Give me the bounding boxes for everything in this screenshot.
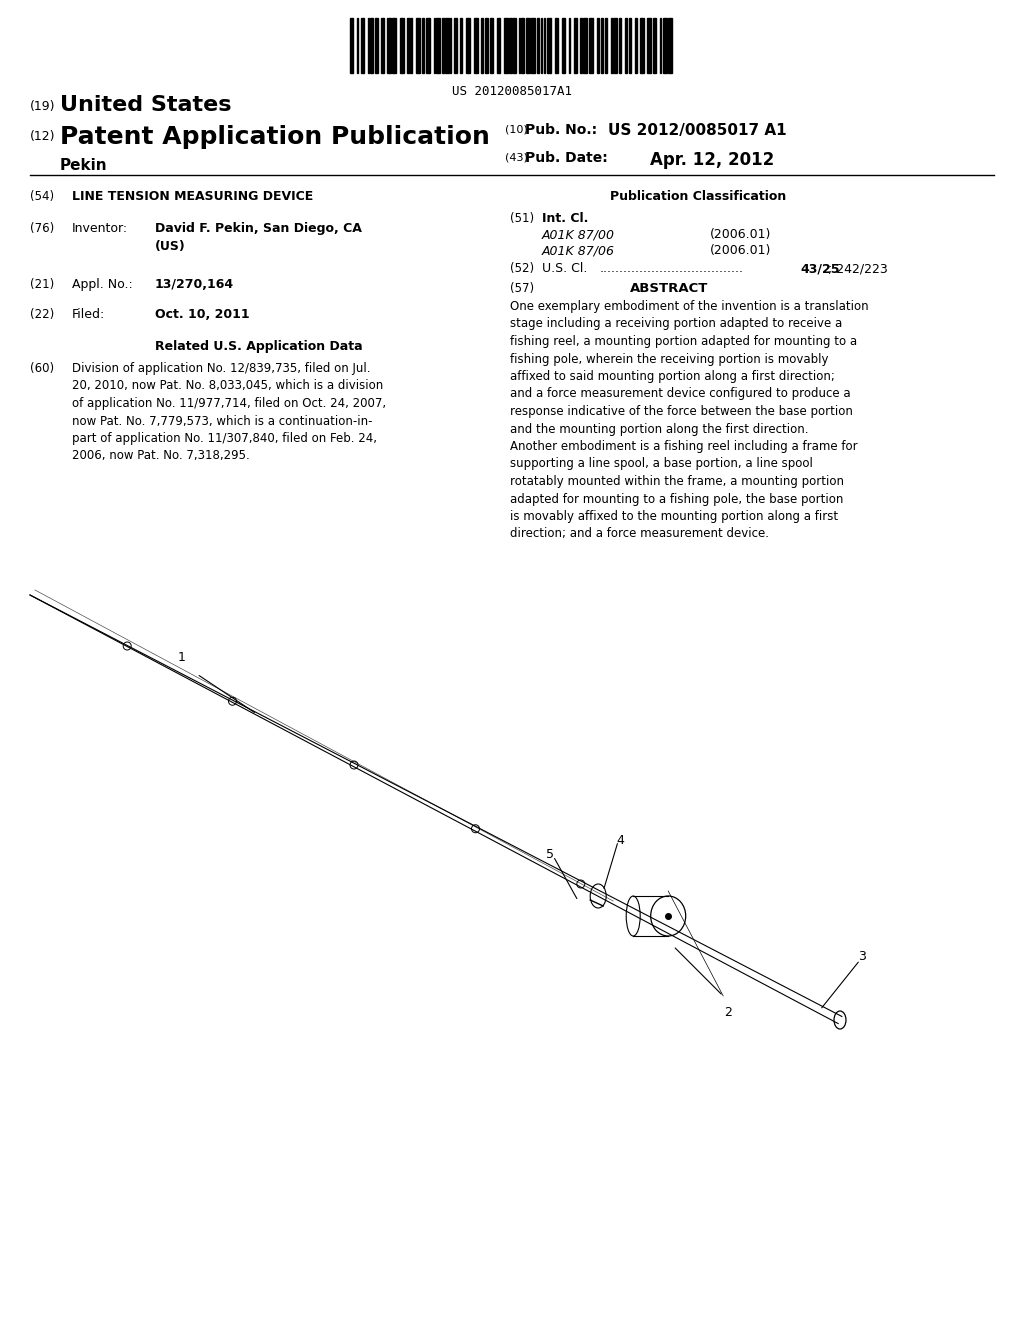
Bar (454, 18, 457, 73)
Bar (400, 18, 404, 73)
Text: United States: United States (60, 95, 231, 115)
Bar (466, 18, 470, 73)
Text: ; 242/223: ; 242/223 (828, 261, 888, 275)
Text: Pekin: Pekin (60, 158, 108, 173)
Text: Inventor:: Inventor: (72, 222, 128, 235)
Text: (10): (10) (505, 125, 527, 135)
Bar (392, 18, 396, 73)
Text: A01K 87/06: A01K 87/06 (542, 244, 615, 257)
Bar (589, 18, 593, 73)
Bar (668, 18, 672, 73)
Bar (442, 18, 444, 73)
Text: (57): (57) (510, 282, 535, 294)
Text: U.S. Cl.: U.S. Cl. (542, 261, 588, 275)
Bar (537, 18, 539, 73)
Text: Patent Application Publication: Patent Application Publication (60, 125, 489, 149)
Bar (387, 18, 391, 73)
Bar (562, 18, 565, 73)
Bar (485, 18, 488, 73)
Bar (375, 18, 378, 73)
Text: US 2012/0085017 A1: US 2012/0085017 A1 (608, 123, 786, 139)
Text: 2: 2 (724, 1006, 732, 1019)
Bar (410, 18, 412, 73)
Text: Publication Classification: Publication Classification (610, 190, 786, 203)
Bar (436, 18, 440, 73)
Bar (531, 18, 535, 73)
Bar (381, 18, 384, 73)
Text: A01K 87/00: A01K 87/00 (542, 228, 615, 242)
Text: (54): (54) (30, 190, 54, 203)
Text: (22): (22) (30, 308, 54, 321)
Bar (663, 18, 667, 73)
Bar (605, 18, 607, 73)
Bar (625, 18, 627, 73)
Text: (2006.01): (2006.01) (710, 244, 771, 257)
Text: (51): (51) (510, 213, 535, 224)
Bar (597, 18, 599, 73)
Text: Related U.S. Application Data: Related U.S. Application Data (155, 341, 362, 352)
Bar (635, 18, 637, 73)
Text: Pub. No.:: Pub. No.: (525, 123, 597, 137)
Text: 1: 1 (178, 651, 185, 664)
Bar (614, 18, 617, 73)
Text: 43/25: 43/25 (800, 261, 840, 275)
Bar (647, 18, 651, 73)
Text: Pub. Date:: Pub. Date: (525, 150, 608, 165)
Bar (422, 18, 424, 73)
Bar (583, 18, 587, 73)
Text: (52): (52) (510, 261, 535, 275)
Text: ....................................: .................................... (600, 261, 744, 275)
Bar (509, 18, 512, 73)
Bar (416, 18, 420, 73)
Bar (474, 18, 478, 73)
Text: (60): (60) (30, 362, 54, 375)
Text: (21): (21) (30, 279, 54, 290)
Text: 13/270,164: 13/270,164 (155, 279, 234, 290)
Bar (574, 18, 577, 73)
Bar (481, 18, 483, 73)
Text: US 20120085017A1: US 20120085017A1 (452, 84, 572, 98)
Bar (497, 18, 500, 73)
Bar (629, 18, 631, 73)
Bar (445, 18, 449, 73)
Bar (407, 18, 409, 73)
Bar (580, 18, 582, 73)
Bar (504, 18, 508, 73)
Bar (460, 18, 462, 73)
Text: Filed:: Filed: (72, 308, 105, 321)
Bar (361, 18, 364, 73)
Bar (547, 18, 551, 73)
Text: Oct. 10, 2011: Oct. 10, 2011 (155, 308, 250, 321)
Bar (555, 18, 558, 73)
Text: David F. Pekin, San Diego, CA
(US): David F. Pekin, San Diego, CA (US) (155, 222, 361, 253)
Bar (611, 18, 613, 73)
Bar (526, 18, 530, 73)
Bar (513, 18, 516, 73)
Bar (640, 18, 644, 73)
Text: Division of application No. 12/839,735, filed on Jul.
20, 2010, now Pat. No. 8,0: Division of application No. 12/839,735, … (72, 362, 386, 462)
Bar (426, 18, 430, 73)
Text: 4: 4 (616, 834, 625, 847)
Text: LINE TENSION MEASURING DEVICE: LINE TENSION MEASURING DEVICE (72, 190, 313, 203)
Bar (601, 18, 603, 73)
Bar (653, 18, 656, 73)
Text: (12): (12) (30, 129, 55, 143)
Bar (490, 18, 493, 73)
Text: 3: 3 (858, 950, 866, 964)
Bar (350, 18, 353, 73)
Text: (43): (43) (505, 153, 528, 162)
Text: (2006.01): (2006.01) (710, 228, 771, 242)
Text: (19): (19) (30, 100, 55, 114)
Bar (521, 18, 524, 73)
Text: (76): (76) (30, 222, 54, 235)
Bar (370, 18, 373, 73)
Text: Int. Cl.: Int. Cl. (542, 213, 589, 224)
Bar (618, 18, 621, 73)
Text: Appl. No.:: Appl. No.: (72, 279, 133, 290)
Text: One exemplary embodiment of the invention is a translation
stage including a rec: One exemplary embodiment of the inventio… (510, 300, 868, 540)
Text: 5: 5 (546, 847, 554, 861)
Text: Apr. 12, 2012: Apr. 12, 2012 (650, 150, 774, 169)
Text: ABSTRACT: ABSTRACT (630, 282, 709, 294)
